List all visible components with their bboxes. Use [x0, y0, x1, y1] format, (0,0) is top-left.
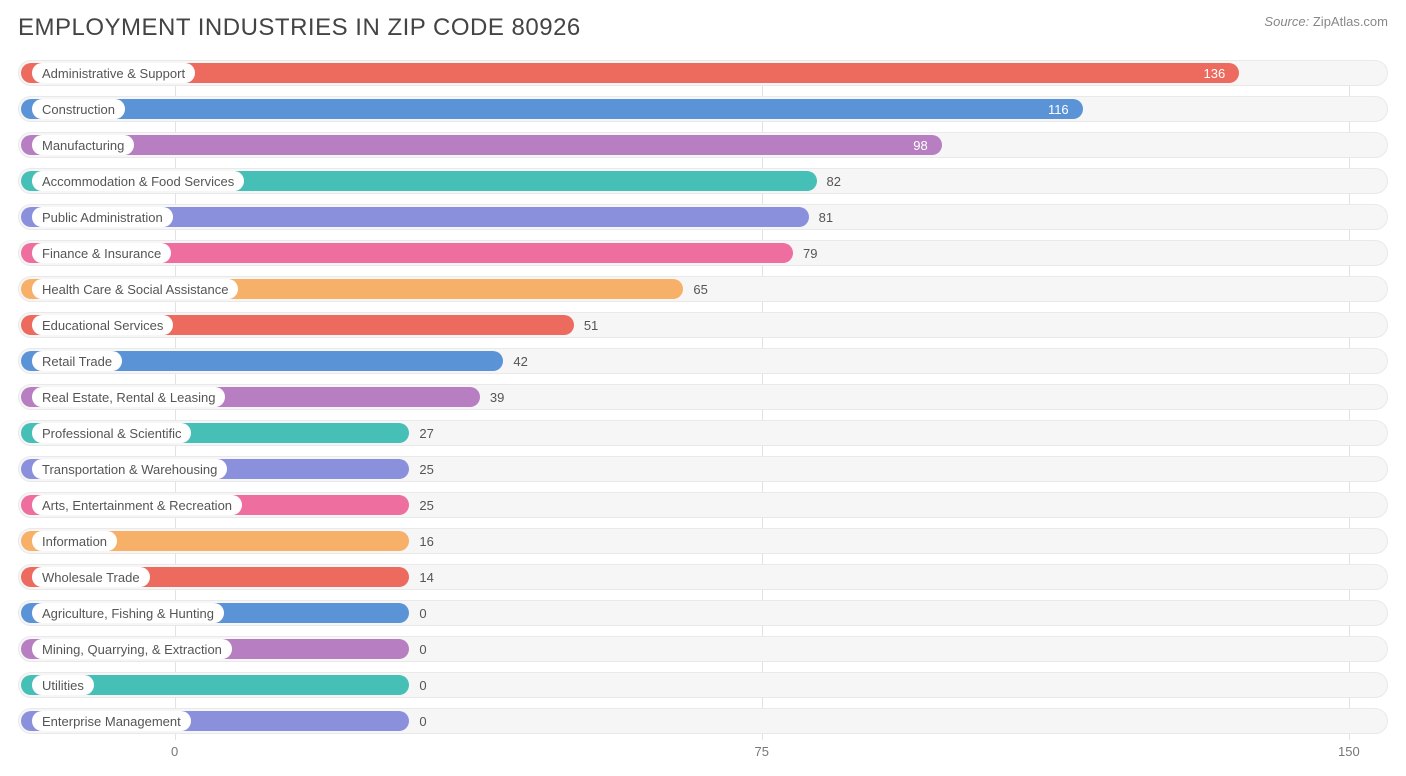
- bar-value-label: 25: [419, 456, 433, 482]
- bar-value-label: 14: [419, 564, 433, 590]
- bar-category-label: Agriculture, Fishing & Hunting: [32, 603, 224, 623]
- x-axis-tick: 150: [1338, 744, 1360, 759]
- bar-row: Retail Trade 42: [18, 348, 1388, 374]
- bar-row: Construction116: [18, 96, 1388, 122]
- bar-row: Finance & Insurance 79: [18, 240, 1388, 266]
- bar-category-label: Educational Services: [32, 315, 173, 335]
- bar-value-label: 25: [419, 492, 433, 518]
- x-axis-tick: 0: [171, 744, 178, 759]
- bar-category-label: Enterprise Management: [32, 711, 191, 731]
- bar-row: Administrative & Support136: [18, 60, 1388, 86]
- bar-row: Arts, Entertainment & Recreation 25: [18, 492, 1388, 518]
- bar-category-label: Accommodation & Food Services: [32, 171, 244, 191]
- bar-category-label: Mining, Quarrying, & Extraction: [32, 639, 232, 659]
- x-axis: 0 75 150: [18, 744, 1388, 772]
- bar-category-label: Retail Trade: [32, 351, 122, 371]
- chart-plot-area: Administrative & Support136 Construction1…: [18, 60, 1388, 772]
- bar-category-label: Wholesale Trade: [32, 567, 150, 587]
- bar-value-label: 51: [584, 312, 598, 338]
- bar-category-label: Information: [32, 531, 117, 551]
- bar-row: Manufacturing98: [18, 132, 1388, 158]
- bar-row: Real Estate, Rental & Leasing 39: [18, 384, 1388, 410]
- bar-category-label: Real Estate, Rental & Leasing: [32, 387, 225, 407]
- bar-value-label: 82: [827, 168, 841, 194]
- bar-value-label: 136: [18, 60, 1225, 86]
- bar-value-label: 42: [513, 348, 527, 374]
- source-attribution: Source: ZipAtlas.com: [1264, 14, 1388, 29]
- bar-category-label: Arts, Entertainment & Recreation: [32, 495, 242, 515]
- bar-row: Health Care & Social Assistance 65: [18, 276, 1388, 302]
- bar-value-label: 79: [803, 240, 817, 266]
- bar-value-label: 98: [18, 132, 928, 158]
- bar-row: Accommodation & Food Services 82: [18, 168, 1388, 194]
- bar-value-label: 16: [419, 528, 433, 554]
- bar-value-label: 0: [419, 672, 426, 698]
- bar-value-label: 27: [419, 420, 433, 446]
- bar-row: Enterprise Management 0: [18, 708, 1388, 734]
- bar-value-label: 81: [819, 204, 833, 230]
- bar-row: Information 16: [18, 528, 1388, 554]
- bar-value-label: 0: [419, 636, 426, 662]
- bar-row: Professional & Scientific 27: [18, 420, 1388, 446]
- header: EMPLOYMENT INDUSTRIES IN ZIP CODE 80926 …: [18, 14, 1388, 42]
- bar-value-label: 116: [18, 96, 1069, 122]
- bar-category-label: Utilities: [32, 675, 94, 695]
- source-name: ZipAtlas.com: [1313, 14, 1388, 29]
- bar-row: Utilities 0: [18, 672, 1388, 698]
- bar-category-label: Finance & Insurance: [32, 243, 171, 263]
- bar-row: Transportation & Warehousing 25: [18, 456, 1388, 482]
- bar-value-label: 39: [490, 384, 504, 410]
- bar-row: Educational Services 51: [18, 312, 1388, 338]
- x-axis-tick: 75: [754, 744, 768, 759]
- bar-category-label: Public Administration: [32, 207, 173, 227]
- bar-category-label: Professional & Scientific: [32, 423, 191, 443]
- bar-rows: Administrative & Support136 Construction1…: [18, 60, 1388, 734]
- bar-row: Agriculture, Fishing & Hunting 0: [18, 600, 1388, 626]
- bar-row: Wholesale Trade 14: [18, 564, 1388, 590]
- bar-value-label: 0: [419, 600, 426, 626]
- bar-row: Mining, Quarrying, & Extraction 0: [18, 636, 1388, 662]
- bar-value-label: 0: [419, 708, 426, 734]
- bar-row: Public Administration 81: [18, 204, 1388, 230]
- bar-category-label: Transportation & Warehousing: [32, 459, 227, 479]
- source-label: Source:: [1264, 14, 1309, 29]
- chart-title: EMPLOYMENT INDUSTRIES IN ZIP CODE 80926: [18, 14, 581, 42]
- chart-container: EMPLOYMENT INDUSTRIES IN ZIP CODE 80926 …: [0, 0, 1406, 776]
- bar-value-label: 65: [693, 276, 707, 302]
- bar-category-label: Health Care & Social Assistance: [32, 279, 238, 299]
